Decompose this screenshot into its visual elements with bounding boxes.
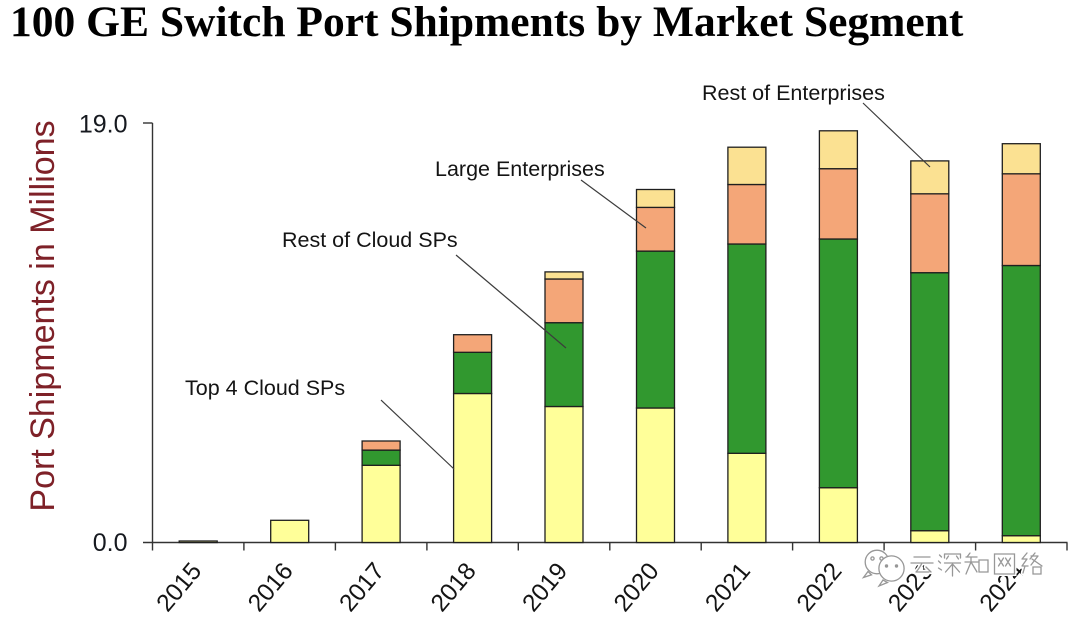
svg-text:Rest of Cloud SPs: Rest of Cloud SPs [282, 228, 458, 252]
svg-text:19.0: 19.0 [79, 111, 128, 139]
svg-text:Top 4 Cloud SPs: Top 4 Cloud SPs [185, 376, 345, 400]
svg-text:0.0: 0.0 [93, 529, 128, 557]
svg-text:100 GE Switch Port Shipments b: 100 GE Switch Port Shipments by Market S… [10, 0, 964, 46]
svg-text:Large Enterprises: Large Enterprises [435, 157, 605, 181]
svg-text:Rest of Enterprises: Rest of Enterprises [702, 81, 885, 105]
svg-text:Port Shipments in Millions: Port Shipments in Millions [24, 120, 62, 511]
